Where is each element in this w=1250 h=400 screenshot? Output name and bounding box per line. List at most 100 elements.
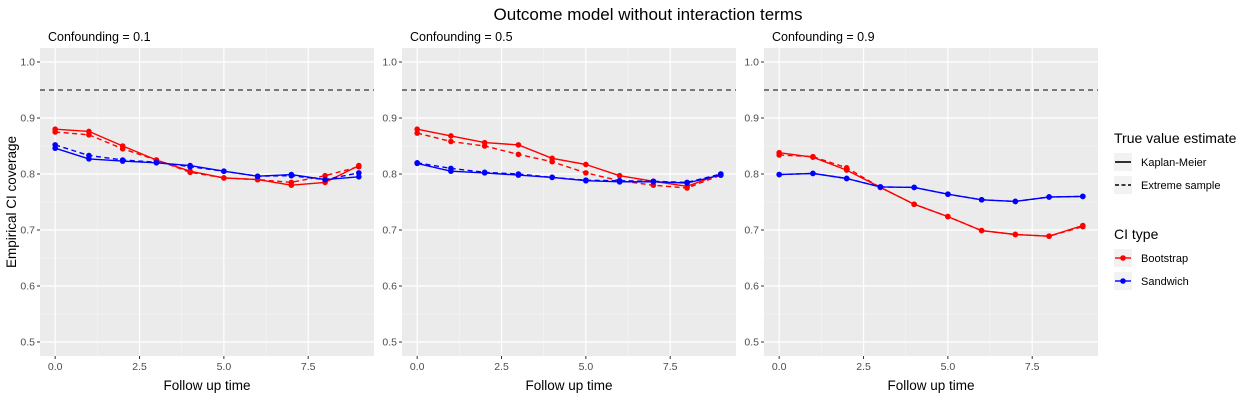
y-tick-label: 0.9 xyxy=(20,113,35,125)
data-point-sandwich xyxy=(911,184,917,191)
data-point-bootstrap xyxy=(448,138,454,145)
data-point-bootstrap xyxy=(684,185,690,191)
data-point-sandwich xyxy=(356,170,362,176)
panel-1: Confounding = 0.1 0.5 0.6 0.7 0.8 0.9 1.0 0.0 2.… xyxy=(20,30,374,393)
y-tick-label: 0.8 xyxy=(744,169,759,181)
y-tick-label: 0.5 xyxy=(744,337,759,349)
series-line-bootstrap-extreme-sample xyxy=(55,131,359,184)
data-point-bootstrap xyxy=(515,142,522,148)
data-point-bootstrap xyxy=(583,161,589,168)
y-tick-label: 1.0 xyxy=(744,57,759,69)
x-tick-label: 2.5 xyxy=(132,361,147,373)
data-point-sandwich xyxy=(650,178,657,185)
data-point-sandwich xyxy=(448,165,454,172)
data-point-bootstrap xyxy=(414,126,420,132)
x-axis-label: Follow up time xyxy=(163,378,250,393)
series-line-sandwich-extreme-sample xyxy=(779,172,1083,203)
data-point-sandwich xyxy=(776,171,782,178)
x-tick-label: 5.0 xyxy=(217,361,232,373)
panel-3: Confounding = 0.9 0.5 0.6 0.7 0.8 0.9 1.0 0.0 2.… xyxy=(744,30,1098,393)
x-tick-label: 7.5 xyxy=(663,361,678,373)
data-point-bootstrap xyxy=(776,152,782,158)
data-point-sandwich xyxy=(684,179,690,186)
data-point-sandwich xyxy=(52,142,58,148)
y-tick-label: 0.8 xyxy=(382,169,397,181)
x-axis-label: Follow up time xyxy=(525,378,612,393)
legend-title: True value estimate xyxy=(1114,130,1237,146)
data-point-bootstrap xyxy=(1046,233,1052,239)
x-tick-label: 7.5 xyxy=(1025,361,1040,373)
y-tick-label: 0.6 xyxy=(382,281,397,293)
panel-strip-label: Confounding = 0.1 xyxy=(48,30,151,44)
y-tick-label: 0.7 xyxy=(20,225,35,237)
y-tick-label: 0.6 xyxy=(744,281,759,293)
series-line-bootstrap-kaplan-meier xyxy=(417,128,722,188)
x-tick-label: 5.0 xyxy=(941,361,956,373)
x-axis-label: Follow up time xyxy=(887,378,974,393)
legend-key-point-sandwich xyxy=(1120,278,1126,284)
data-point-sandwich xyxy=(616,177,623,184)
data-point-bootstrap xyxy=(52,129,58,135)
legend-true-value-estimate: True value estimate Kaplan-Meier Extreme s… xyxy=(1114,130,1237,194)
data-point-sandwich xyxy=(86,152,92,159)
data-point-sandwich xyxy=(945,191,951,197)
data-point-bootstrap xyxy=(1012,231,1019,238)
data-point-bootstrap xyxy=(448,133,454,139)
series-line-bootstrap-kaplan-meier xyxy=(55,128,360,186)
data-point-bootstrap xyxy=(616,172,623,179)
data-point-bootstrap xyxy=(481,143,488,149)
legends: True value estimate Kaplan-Meier Extreme s… xyxy=(1114,130,1237,290)
data-point-sandwich xyxy=(187,163,193,170)
data-point-sandwich xyxy=(481,169,488,176)
legend-key-point-bootstrap xyxy=(1120,255,1126,261)
series-line-sandwich-extreme-sample xyxy=(54,144,359,181)
data-point-bootstrap xyxy=(322,172,328,179)
panel-strip-label: Confounding = 0.5 xyxy=(410,30,513,44)
legend-label-sandwich: Sandwich xyxy=(1141,276,1189,288)
panel-strip-label: Confounding = 0.9 xyxy=(772,30,875,44)
data-point-sandwich xyxy=(718,171,724,177)
data-point-sandwich xyxy=(583,177,589,183)
y-axis-label: Empirical CI coverage xyxy=(4,136,19,268)
y-tick-label: 1.0 xyxy=(20,57,35,69)
data-point-bootstrap xyxy=(978,227,985,234)
y-tick-label: 0.9 xyxy=(744,113,759,125)
data-point-bootstrap xyxy=(119,146,126,152)
facet-panels: Confounding = 0.1 0.5 0.6 0.7 0.8 0.9 1.0 0.0 2.… xyxy=(20,30,1098,393)
data-point-bootstrap xyxy=(221,175,227,181)
data-point-sandwich xyxy=(1046,194,1052,200)
data-point-sandwich xyxy=(549,174,555,181)
data-point-sandwich xyxy=(254,173,261,180)
data-point-bootstrap xyxy=(86,132,92,138)
data-point-bootstrap xyxy=(843,165,850,171)
series-line-bootstrap-extreme-sample xyxy=(417,132,722,189)
y-tick-label: 0.5 xyxy=(20,337,35,349)
legend-title: CI type xyxy=(1114,226,1159,242)
y-tick-label: 0.7 xyxy=(744,225,759,237)
data-point-sandwich xyxy=(119,157,126,163)
y-tick-label: 0.6 xyxy=(20,281,35,293)
panel-2: Confounding = 0.5 0.5 0.6 0.7 0.8 0.9 1.0 0.0 2.… xyxy=(382,30,736,393)
data-point-sandwich xyxy=(515,171,522,177)
data-point-sandwich xyxy=(810,170,816,177)
y-tick-label: 0.5 xyxy=(382,337,397,349)
data-point-sandwich xyxy=(322,176,328,183)
data-point-bootstrap xyxy=(414,130,420,136)
x-tick-label: 2.5 xyxy=(856,361,871,373)
data-point-sandwich xyxy=(978,196,985,203)
data-point-sandwich xyxy=(221,168,227,174)
series-line-sandwich-kaplan-meier xyxy=(417,162,721,184)
y-tick-label: 0.8 xyxy=(20,169,35,181)
x-tick-label: 0.0 xyxy=(48,361,63,373)
data-point-sandwich xyxy=(414,160,420,166)
x-tick-label: 2.5 xyxy=(494,361,509,373)
data-point-bootstrap xyxy=(515,151,522,158)
series-line-sandwich-extreme-sample xyxy=(417,162,721,184)
legend-ci-type: CI type Bootstrap Sandwich xyxy=(1114,226,1189,290)
data-point-sandwich xyxy=(288,172,295,179)
data-point-bootstrap xyxy=(1080,223,1086,230)
data-point-sandwich xyxy=(356,174,362,180)
x-tick-label: 5.0 xyxy=(579,361,594,373)
data-point-sandwich xyxy=(1080,193,1086,200)
